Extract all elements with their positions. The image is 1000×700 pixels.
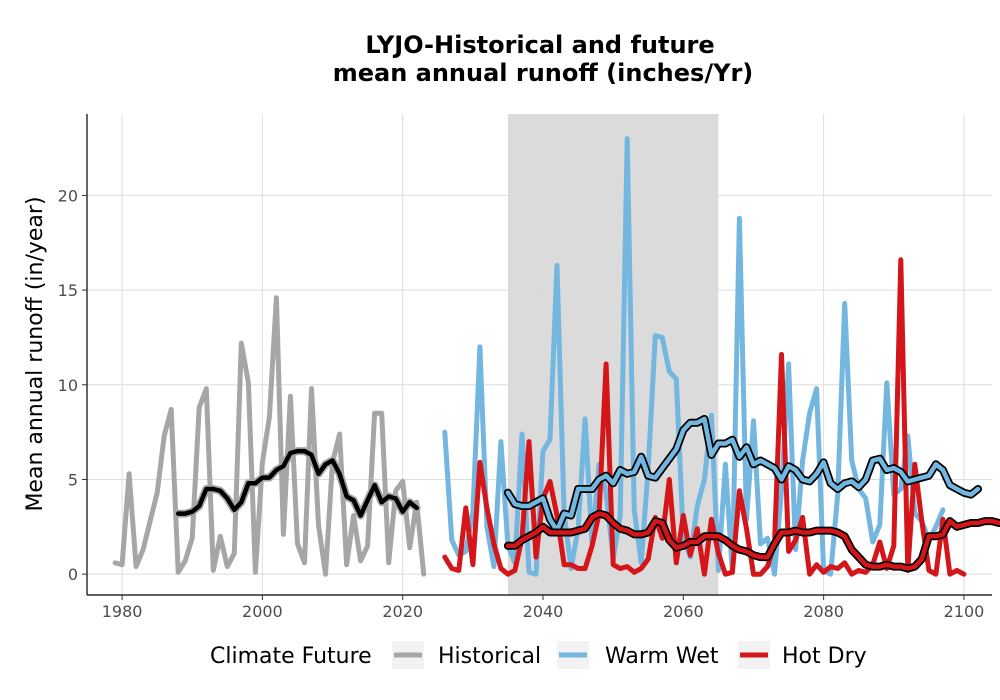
x-tick-label-2100: 2100 (944, 602, 985, 621)
legend-label-warm-wet: Warm Wet (605, 644, 719, 669)
y-tick-label-0: 0 (68, 565, 78, 584)
y-tick-label-10: 10 (58, 376, 78, 395)
legend: Climate Future Historical Warm Wet Hot D… (210, 641, 867, 669)
y-tick-label-5: 5 (68, 470, 78, 489)
y-tick-label-15: 15 (58, 281, 78, 300)
legend-label-hot-dry: Hot Dry (782, 644, 867, 669)
series-line-historical-smoothed (175, 448, 419, 518)
axes (82, 114, 992, 600)
y-axis-label: Mean annual runoff (in/year) (23, 196, 48, 511)
chart-title-line-1: LYJO-Historical and future (365, 31, 714, 59)
x-tick-label-2060: 2060 (663, 602, 704, 621)
legend-title: Climate Future (210, 644, 372, 669)
x-tick-label-2040: 2040 (523, 602, 564, 621)
x-tick-label-2000: 2000 (242, 602, 283, 621)
chart-title-line-2: mean annual runoff (inches/Yr) (333, 59, 754, 87)
series-line-hot-dry (442, 257, 967, 577)
x-tick-label-2080: 2080 (803, 602, 844, 621)
y-tick-label-20: 20 (58, 186, 78, 205)
tick-labels: 1980 2000 2020 2040 2060 2080 2100 0 5 10 15 20 (58, 186, 985, 621)
legend-label-historical: Historical (438, 644, 541, 669)
series-line-historical (112, 295, 427, 577)
x-tick-label-2020: 2020 (382, 602, 423, 621)
series-line-hot-dry-smoothed (505, 511, 1000, 571)
series-line-warm-wet-smoothed (505, 416, 981, 533)
series-lines (112, 136, 1000, 577)
x-tick-label-1980: 1980 (102, 602, 143, 621)
